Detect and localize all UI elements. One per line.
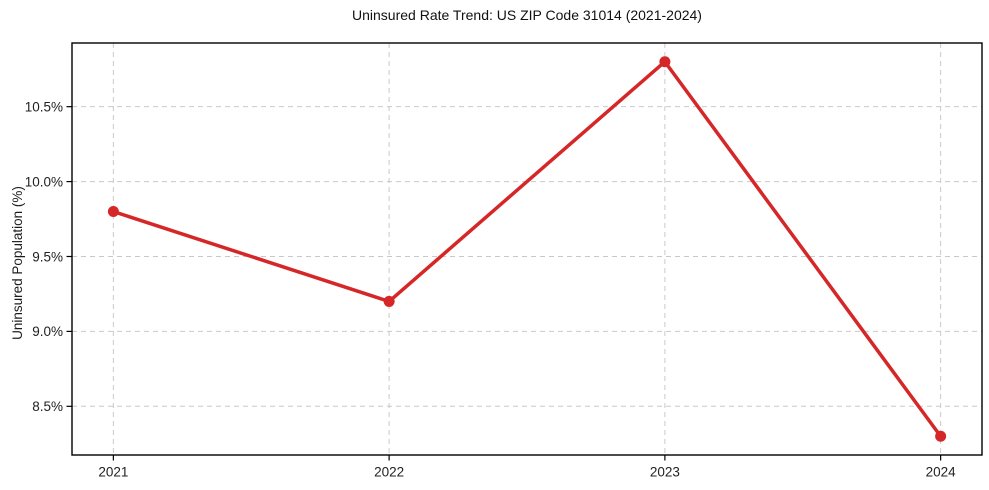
y-tick-label: 8.5% [32, 399, 63, 414]
y-tick-label: 9.0% [32, 324, 63, 339]
tick-labels-layer: 2021 2022 2023 2024 8.5% 9.0% 9.5% 10.0% 10.5% [25, 99, 956, 479]
x-tick-label: 2024 [926, 465, 957, 480]
data-point [659, 56, 671, 68]
x-tick-label: 2022 [374, 465, 404, 480]
x-tick-label: 2021 [98, 465, 128, 480]
plot-border [71, 42, 983, 456]
y-axis-label: Uninsured Population (%) [10, 186, 25, 340]
y-tick-label: 10.0% [25, 174, 63, 189]
grid-layer [72, 43, 982, 455]
data-point [107, 206, 119, 218]
y-tick-label: 9.5% [32, 249, 63, 264]
data-point [383, 295, 395, 307]
trend-line [111, 59, 943, 439]
data-layer [107, 56, 947, 442]
data-point [935, 430, 947, 442]
chart-title: Uninsured Rate Trend: US ZIP Code 31014 … [352, 7, 702, 23]
axes-layer [66, 42, 983, 461]
y-tick-label: 10.5% [25, 99, 63, 114]
x-tick-label: 2023 [650, 465, 680, 480]
